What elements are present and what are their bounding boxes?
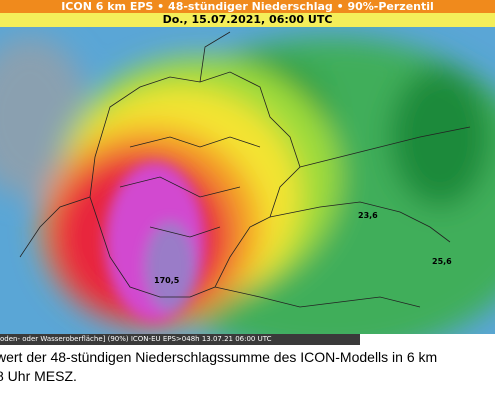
map-subtitle: Do., 15.07.2021, 06:00 UTC [0, 13, 495, 27]
precip-map: 23,6 25,6 170,5 [0, 27, 495, 334]
caption-line: 8 Uhr MESZ. [0, 368, 77, 384]
value-label: 25,6 [432, 257, 452, 266]
caption-line: wert der 48-stündigen Niederschlagssumme… [0, 349, 438, 365]
map-footer: oden- oder Wasseroberfläche] (90%) ICON-… [0, 334, 360, 345]
value-label: 170,5 [154, 276, 180, 285]
borders [19, 31, 471, 308]
map-title: ICON 6 km EPS • 48-stündiger Niederschla… [0, 0, 495, 13]
value-label: 23,6 [358, 211, 378, 220]
